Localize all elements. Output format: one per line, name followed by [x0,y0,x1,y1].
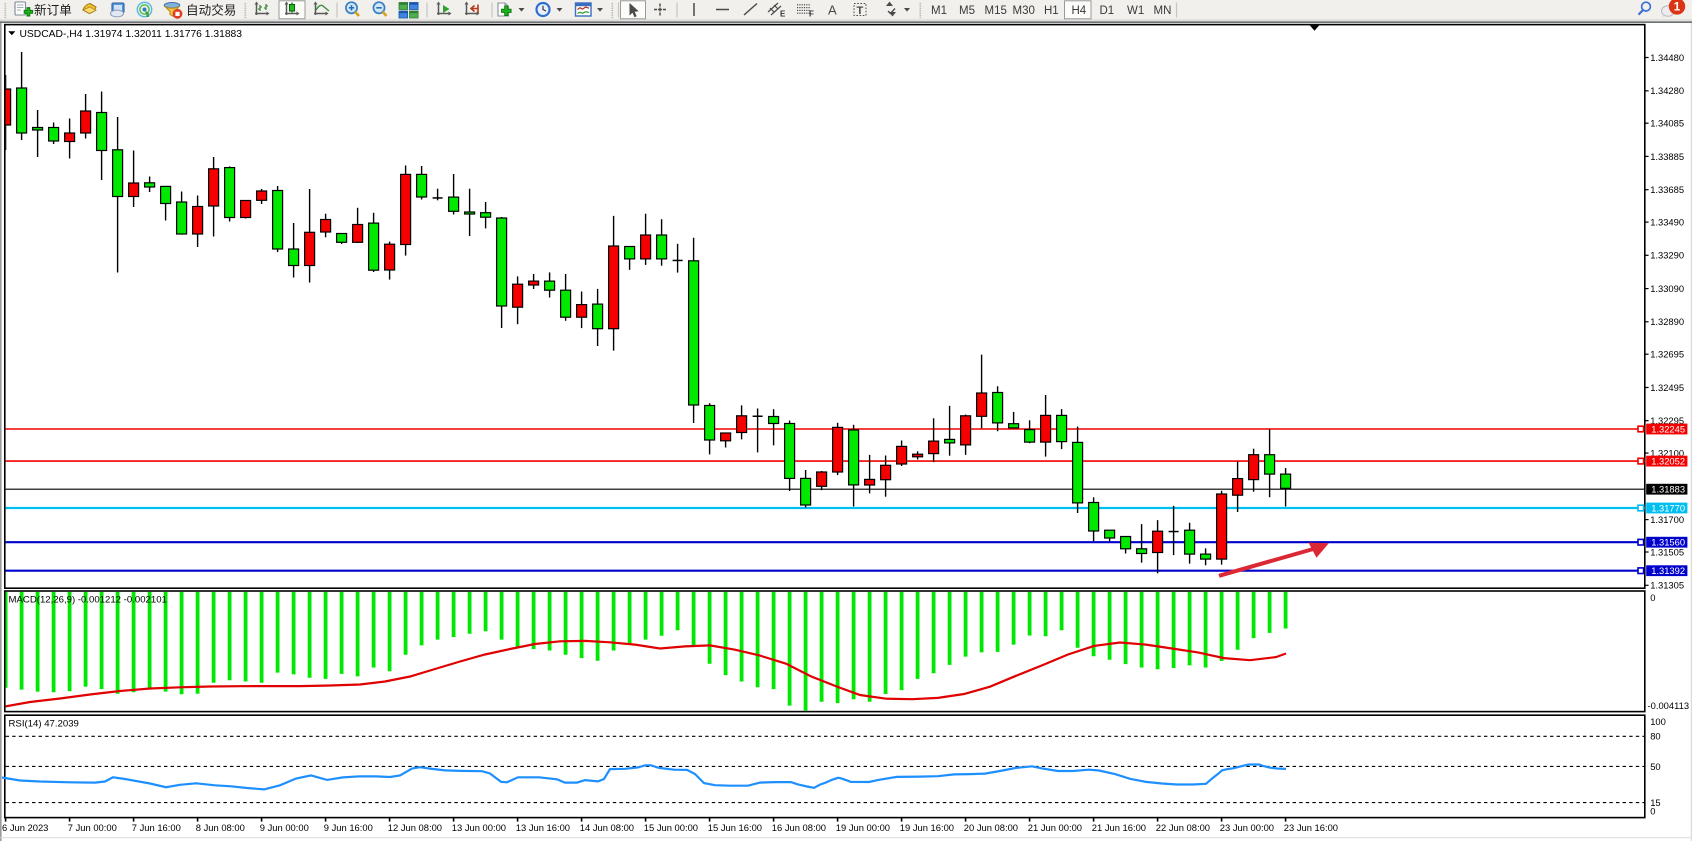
svg-text:D1: D1 [1100,5,1115,17]
svg-text:1: 1 [1674,0,1681,14]
svg-text:-0.004113: -0.004113 [1648,700,1690,711]
svg-text:MN: MN [1154,5,1172,17]
svg-text:1.31392: 1.31392 [1651,565,1685,576]
svg-text:7 Jun 16:00: 7 Jun 16:00 [132,822,181,833]
svg-text:1.34480: 1.34480 [1650,52,1684,63]
svg-text:自动交易: 自动交易 [186,3,236,18]
svg-text:RSI(14) 47.2039: RSI(14) 47.2039 [9,718,79,729]
svg-text:1.31305: 1.31305 [1650,580,1684,591]
svg-text:20 Jun 08:00: 20 Jun 08:00 [964,822,1018,833]
svg-text:1.34085: 1.34085 [1650,118,1684,129]
svg-text:M15: M15 [985,5,1007,17]
svg-text:H1: H1 [1044,5,1059,17]
svg-text:E: E [780,10,786,19]
svg-text:21 Jun 16:00: 21 Jun 16:00 [1092,822,1146,833]
svg-text:1.31560: 1.31560 [1651,537,1685,548]
svg-text:12 Jun 08:00: 12 Jun 08:00 [388,822,442,833]
svg-text:1.32100: 1.32100 [1650,448,1684,459]
svg-text:22 Jun 08:00: 22 Jun 08:00 [1156,822,1210,833]
svg-text:1.32890: 1.32890 [1650,316,1684,327]
svg-text:新订单: 新订单 [34,3,72,18]
svg-text:19 Jun 00:00: 19 Jun 00:00 [836,822,890,833]
svg-text:14 Jun 08:00: 14 Jun 08:00 [580,822,634,833]
svg-text:T: T [857,5,864,17]
svg-text:F: F [809,10,814,19]
svg-text:1.32052: 1.32052 [1651,456,1685,467]
svg-text:15: 15 [1650,797,1660,808]
svg-text:1.31505: 1.31505 [1650,546,1684,557]
svg-text:15 Jun 16:00: 15 Jun 16:00 [708,822,762,833]
svg-text:MACD(12,26,9) -0.001212 -0.002: MACD(12,26,9) -0.001212 -0.002101 [9,594,167,605]
svg-text:13 Jun 00:00: 13 Jun 00:00 [452,822,506,833]
svg-text:1.33090: 1.33090 [1650,283,1684,294]
svg-text:0: 0 [1650,592,1655,603]
svg-text:1.31770: 1.31770 [1651,502,1685,513]
svg-text:8 Jun 08:00: 8 Jun 08:00 [196,822,245,833]
svg-text:USDCAD-,H4 1.31974 1.32011 1.: USDCAD-,H4 1.31974 1.32011 1.31776 1.318… [20,29,243,40]
svg-text:1.32495: 1.32495 [1650,382,1684,393]
svg-text:M30: M30 [1013,5,1035,17]
svg-text:21 Jun 00:00: 21 Jun 00:00 [1028,822,1082,833]
svg-text:7 Jun 00:00: 7 Jun 00:00 [68,822,117,833]
svg-text:6 Jun 2023: 6 Jun 2023 [2,822,48,833]
svg-text:1.33290: 1.33290 [1650,250,1684,261]
svg-text:A: A [828,3,837,18]
svg-text:1.32695: 1.32695 [1650,349,1684,360]
svg-text:15 Jun 00:00: 15 Jun 00:00 [644,822,698,833]
svg-text:1.31700: 1.31700 [1650,514,1684,525]
svg-text:23 Jun 16:00: 23 Jun 16:00 [1284,822,1338,833]
svg-text:M5: M5 [959,5,975,17]
svg-text:50: 50 [1650,761,1660,772]
svg-text:1.34280: 1.34280 [1650,85,1684,96]
svg-text:M1: M1 [931,5,947,17]
svg-text:1.33885: 1.33885 [1650,151,1684,162]
svg-text:9 Jun 00:00: 9 Jun 00:00 [260,822,309,833]
svg-text:1.33490: 1.33490 [1650,217,1684,228]
svg-text:13 Jun 16:00: 13 Jun 16:00 [516,822,570,833]
svg-text:23 Jun 00:00: 23 Jun 00:00 [1220,822,1274,833]
svg-text:16 Jun 08:00: 16 Jun 08:00 [772,822,826,833]
svg-text:100: 100 [1650,716,1666,727]
svg-text:9 Jun 16:00: 9 Jun 16:00 [324,822,373,833]
svg-text:1.31883: 1.31883 [1651,484,1685,495]
svg-text:80: 80 [1650,731,1660,742]
svg-text:H4: H4 [1072,5,1087,17]
svg-text:1.33685: 1.33685 [1650,184,1684,195]
svg-text:1.32295: 1.32295 [1650,415,1684,426]
svg-text:19 Jun 16:00: 19 Jun 16:00 [900,822,954,833]
svg-text:1.32245: 1.32245 [1651,423,1685,434]
svg-text:W1: W1 [1127,5,1144,17]
svg-text:0: 0 [1650,806,1655,817]
